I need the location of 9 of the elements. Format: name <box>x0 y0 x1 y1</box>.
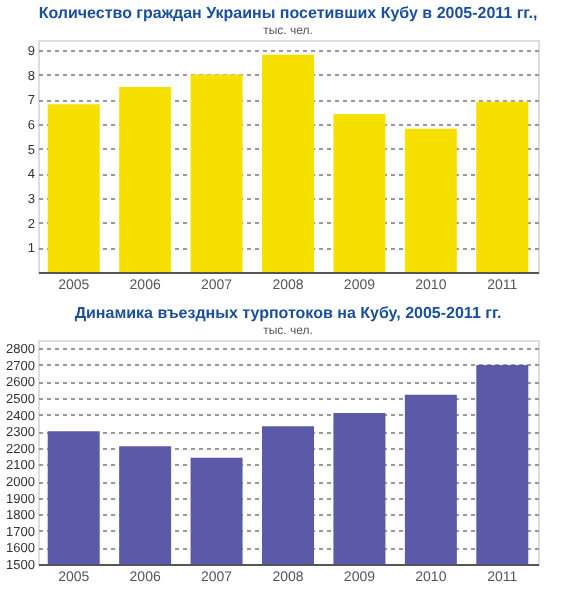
bar <box>119 86 172 272</box>
bar <box>333 114 386 272</box>
bar <box>190 74 243 272</box>
chart-title: Количество граждан Украины посетивших Кубу в 2005-2011 гг., <box>38 4 538 22</box>
chart-title: Динамика въездных турпотоков на Кубу, 2005-2011 гг. <box>74 304 502 322</box>
bar <box>262 54 314 272</box>
bar <box>47 104 100 272</box>
bar <box>476 101 529 272</box>
bar <box>404 128 457 272</box>
